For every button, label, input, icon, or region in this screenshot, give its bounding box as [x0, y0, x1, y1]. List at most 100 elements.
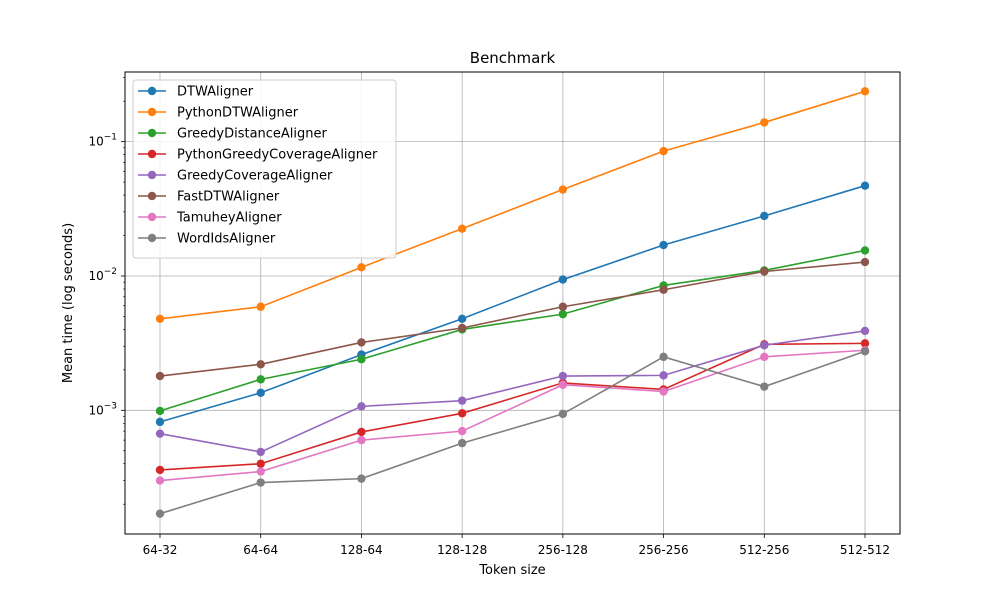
legend-swatch-marker	[147, 128, 157, 138]
legend: DTWAligner PythonDTWAligner GreedyDistance…	[132, 79, 397, 259]
series-line-dtwaligner	[159, 184, 866, 423]
data-point-tamuheyaligner	[659, 387, 668, 396]
data-point-pythondtwaligner	[256, 302, 265, 311]
data-point-pythondtwaligner	[357, 263, 366, 272]
data-point-greedycoveragealigner	[256, 447, 265, 457]
data-point-pythondtwaligner	[155, 314, 165, 323]
series-line-pythongreedycoveragealigner	[159, 342, 866, 471]
y-axis-label: Mean time (log seconds)	[61, 223, 76, 383]
data-point-fastdtwaligner	[659, 285, 668, 294]
legend-label: GreedyDistanceAligner	[177, 127, 328, 142]
series-pythondtwaligner	[155, 87, 870, 323]
legend-entry-fastdtwaligner: FastDTWAligner	[138, 190, 280, 205]
data-point-fastdtwaligner	[256, 360, 265, 369]
data-point-pythondtwaligner	[860, 87, 870, 96]
data-point-wordidsaligner	[155, 509, 165, 518]
series-lines	[155, 87, 870, 518]
legend-label: PythonGreedyCoverageAligner	[177, 148, 378, 163]
data-point-fastdtwaligner	[860, 257, 870, 267]
x-tick-label: 512-512	[840, 543, 890, 557]
data-point-dtwaligner	[558, 275, 568, 284]
chart-title: Benchmark	[470, 49, 556, 67]
data-point-tamuheyaligner	[457, 426, 467, 436]
data-point-greedydistancealigner	[558, 309, 568, 319]
data-point-dtwaligner	[256, 388, 265, 398]
data-point-greedycoveragealigner	[659, 371, 668, 380]
data-point-fastdtwaligner	[558, 302, 568, 311]
axis-ticks: 64-32 64-64 128-64 128-128 256-128 256-256 512…	[88, 77, 890, 557]
data-point-greedydistancealigner	[860, 246, 870, 255]
legend-entry-greedycoveragealigner: GreedyCoverageAligner	[138, 169, 333, 184]
legend-label: FastDTWAligner	[177, 190, 280, 205]
data-point-greedycoveragealigner	[558, 371, 568, 381]
x-axis-label: Token size	[478, 563, 545, 578]
data-point-greedycoveragealigner	[457, 396, 467, 405]
data-point-greedydistancealigner	[256, 375, 265, 384]
legend-entry-dtwaligner: DTWAligner	[138, 85, 254, 100]
data-point-greedycoveragealigner	[155, 429, 165, 438]
data-point-fastdtwaligner	[760, 267, 769, 276]
y-tick-label: 10−1	[88, 133, 117, 149]
data-point-fastdtwaligner	[155, 371, 165, 381]
series-fastdtwaligner	[155, 257, 870, 381]
legend-label: TamuheyAligner	[176, 211, 282, 226]
data-point-greedydistancealigner	[357, 355, 366, 364]
y-tick-label: 10−2	[88, 267, 117, 283]
data-point-tamuheyaligner	[760, 352, 769, 362]
series-greedycoveragealigner	[155, 326, 870, 457]
data-point-pythongreedycoveragealigner	[256, 459, 265, 468]
data-point-pythongreedycoveragealigner	[860, 339, 870, 348]
series-line-pythondtwaligner	[159, 90, 866, 320]
x-tick-label: 64-64	[243, 543, 278, 557]
data-point-pythongreedycoveragealigner	[357, 427, 366, 437]
data-point-wordidsaligner	[256, 478, 265, 487]
data-point-wordidsaligner	[860, 347, 870, 356]
data-point-tamuheyaligner	[155, 476, 165, 485]
legend-entry-greedydistancealigner: GreedyDistanceAligner	[138, 127, 328, 142]
data-point-dtwaligner	[155, 417, 165, 427]
data-point-tamuheyaligner	[256, 467, 265, 476]
data-point-greedycoveragealigner	[357, 402, 366, 411]
x-tick-label: 256-128	[538, 543, 588, 557]
data-point-dtwaligner	[860, 181, 870, 190]
data-point-pythondtwaligner	[457, 224, 467, 233]
legend-swatch-marker	[147, 191, 157, 201]
series-wordidsaligner	[155, 347, 870, 518]
data-point-pythongreedycoveragealigner	[155, 465, 165, 475]
data-point-fastdtwaligner	[357, 338, 366, 347]
data-point-greedycoveragealigner	[760, 341, 769, 350]
legend-label: DTWAligner	[177, 85, 254, 100]
data-point-greedycoveragealigner	[860, 326, 870, 336]
data-point-tamuheyaligner	[558, 380, 568, 389]
plot-frame	[124, 71, 901, 535]
legend-swatch-marker	[147, 86, 157, 96]
legend-entry-pythongreedycoveragealigner: PythonGreedyCoverageAligner	[138, 148, 378, 163]
data-point-wordidsaligner	[357, 474, 366, 483]
series-line-wordidsaligner	[159, 350, 866, 515]
series-line-fastdtwaligner	[159, 261, 866, 377]
series-line-greedydistancealigner	[159, 249, 866, 412]
data-point-fastdtwaligner	[457, 323, 467, 333]
data-point-pythondtwaligner	[659, 146, 668, 156]
legend-entry-wordidsaligner: WordIdsAligner	[138, 232, 276, 247]
data-point-pythondtwaligner	[760, 118, 769, 127]
legend-label: PythonDTWAligner	[177, 106, 299, 121]
legend-label: WordIdsAligner	[177, 232, 276, 247]
legend-swatch-marker	[147, 107, 157, 117]
x-tick-label: 512-256	[739, 543, 789, 557]
legend-swatch-marker	[147, 170, 157, 180]
y-tick-label: 10−3	[88, 401, 117, 417]
data-point-tamuheyaligner	[357, 435, 366, 445]
legend-swatch-marker	[147, 149, 157, 159]
legend-swatch-marker	[147, 212, 157, 222]
series-line-greedycoveragealigner	[159, 330, 866, 453]
x-tick-label: 128-64	[340, 543, 383, 557]
data-point-wordidsaligner	[659, 352, 668, 362]
data-point-pythondtwaligner	[558, 185, 568, 194]
x-tick-label: 64-32	[143, 543, 178, 557]
legend-entry-tamuheyaligner: TamuheyAligner	[138, 211, 282, 226]
legend-box	[132, 79, 397, 259]
data-point-wordidsaligner	[558, 409, 568, 419]
data-point-greedydistancealigner	[155, 406, 165, 416]
